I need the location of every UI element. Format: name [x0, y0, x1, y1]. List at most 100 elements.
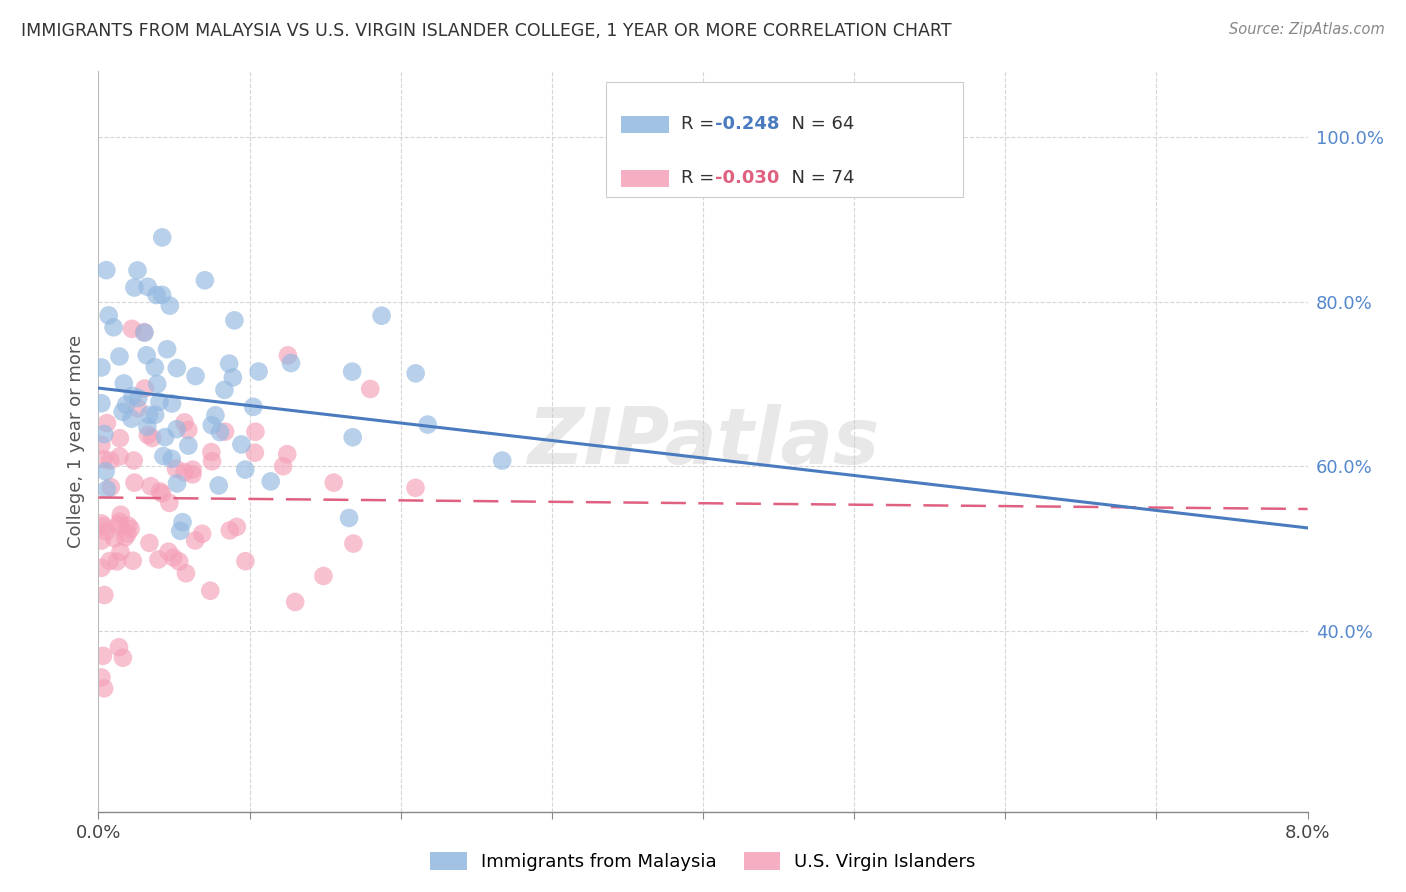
Point	[90, 438, 112, 452]
Point	[194, 273, 217, 287]
Point	[93, 588, 115, 602]
Point	[416, 417, 439, 432]
Point	[148, 394, 170, 409]
Point	[152, 449, 174, 463]
Point	[108, 350, 131, 364]
Point	[243, 446, 266, 460]
Point	[121, 411, 143, 425]
Point	[235, 554, 257, 568]
Point	[260, 475, 283, 489]
Point	[110, 545, 132, 559]
Point	[146, 376, 169, 391]
Point	[173, 465, 195, 479]
Point	[166, 476, 188, 491]
Point	[93, 427, 115, 442]
Point	[166, 361, 188, 376]
FancyBboxPatch shape	[606, 82, 963, 197]
Point	[103, 531, 125, 545]
Point	[200, 583, 222, 598]
Point	[191, 526, 214, 541]
Point	[359, 382, 381, 396]
Point	[150, 230, 173, 244]
Point	[201, 454, 224, 468]
Point	[111, 405, 134, 419]
Point	[132, 325, 155, 339]
Point	[224, 313, 246, 327]
Point	[167, 554, 190, 568]
Point	[90, 670, 112, 684]
Point	[200, 445, 222, 459]
Point	[174, 566, 197, 581]
Point	[98, 554, 121, 568]
Point	[149, 484, 172, 499]
Point	[214, 425, 236, 439]
Point	[93, 681, 115, 696]
Point	[124, 280, 146, 294]
Point	[169, 524, 191, 538]
Text: IMMIGRANTS FROM MALAYSIA VS U.S. VIRGIN ISLANDER COLLEGE, 1 YEAR OR MORE CORRELA: IMMIGRANTS FROM MALAYSIA VS U.S. VIRGIN …	[21, 22, 952, 40]
Point	[166, 422, 188, 436]
Point	[111, 650, 134, 665]
Point	[98, 453, 121, 467]
Point	[112, 376, 135, 391]
Point	[136, 280, 159, 294]
Point	[108, 515, 131, 529]
Point	[96, 483, 118, 497]
Point	[103, 320, 125, 334]
Point	[145, 288, 167, 302]
Point	[139, 479, 162, 493]
Point	[94, 464, 117, 478]
Point	[153, 430, 176, 444]
Point	[177, 423, 200, 437]
Point	[136, 428, 159, 442]
Point	[96, 524, 118, 539]
Point	[124, 475, 146, 490]
Point	[97, 309, 120, 323]
Point	[121, 322, 143, 336]
Point	[143, 408, 166, 422]
Point	[157, 545, 180, 559]
Point	[201, 418, 224, 433]
Point	[491, 453, 513, 467]
Point	[138, 536, 160, 550]
Point	[135, 348, 157, 362]
Text: -0.248: -0.248	[714, 115, 779, 134]
Point	[157, 496, 180, 510]
Point	[108, 431, 131, 445]
Point	[134, 326, 156, 340]
Point	[340, 365, 363, 379]
Point	[214, 383, 236, 397]
Point	[127, 263, 149, 277]
Point	[277, 348, 299, 362]
Legend: Immigrants from Malaysia, U.S. Virgin Islanders: Immigrants from Malaysia, U.S. Virgin Is…	[423, 845, 983, 879]
Y-axis label: College, 1 year or more: College, 1 year or more	[66, 335, 84, 548]
Point	[271, 459, 294, 474]
Point	[231, 437, 253, 451]
Point	[150, 288, 173, 302]
Point	[208, 478, 231, 492]
Point	[143, 360, 166, 375]
Point	[90, 396, 112, 410]
Point	[222, 370, 245, 384]
Point	[342, 430, 364, 444]
Point	[233, 462, 256, 476]
Point	[181, 467, 204, 482]
Point	[108, 640, 131, 655]
Point	[108, 518, 131, 533]
Point	[322, 475, 344, 490]
Point	[90, 360, 112, 375]
Text: -0.030: -0.030	[714, 169, 779, 187]
Point	[276, 447, 298, 461]
Point	[184, 369, 207, 384]
Point	[105, 554, 128, 568]
Text: R =: R =	[681, 169, 720, 187]
Point	[141, 431, 163, 445]
Point	[208, 425, 231, 439]
FancyBboxPatch shape	[621, 116, 669, 133]
Point	[122, 453, 145, 467]
Text: N = 64: N = 64	[780, 115, 855, 134]
Point	[117, 518, 139, 533]
Point	[184, 533, 207, 548]
Point	[218, 524, 240, 538]
Point	[121, 389, 143, 403]
